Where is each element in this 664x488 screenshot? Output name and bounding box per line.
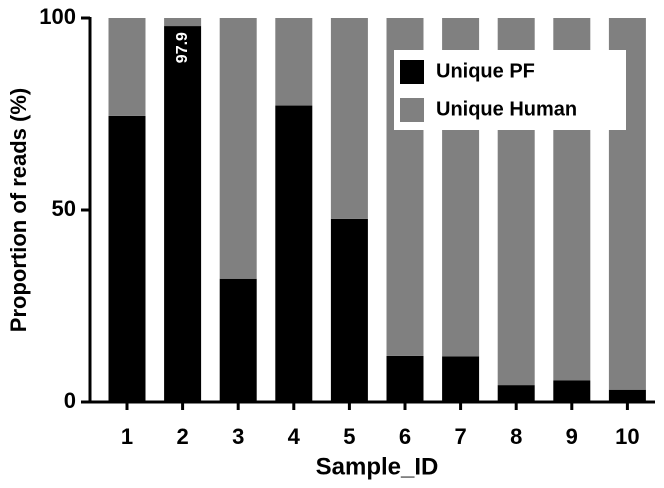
x-tick-label: 8: [510, 424, 522, 449]
y-axis-title: Proportion of reads (%): [6, 88, 31, 332]
bar-segment: [330, 218, 368, 402]
bar-segment: [442, 356, 480, 402]
bar-segment: [275, 18, 313, 106]
x-tick-label: 2: [176, 424, 188, 449]
legend-swatch: [400, 60, 424, 84]
x-tick-label: 7: [454, 424, 466, 449]
y-tick-label: 0: [64, 388, 76, 413]
y-tick-label: 100: [39, 4, 76, 29]
x-tick-label: 3: [232, 424, 244, 449]
bar-segment: [553, 380, 591, 402]
data-label: 97.9: [174, 32, 191, 63]
bar-segment: [219, 18, 257, 279]
x-tick-label: 10: [615, 424, 639, 449]
bar-segment: [330, 18, 368, 219]
x-tick-label: 4: [288, 424, 301, 449]
bar-segment: [608, 389, 646, 402]
bar-segment: [108, 18, 146, 116]
bar-segment: [108, 115, 146, 403]
x-tick-label: 9: [566, 424, 578, 449]
x-tick-label: 1: [121, 424, 133, 449]
y-tick-label: 50: [52, 196, 76, 221]
bar-segment: [164, 26, 202, 403]
x-axis-title: Sample_ID: [316, 453, 439, 480]
legend-swatch: [400, 98, 424, 122]
legend-label: Unique Human: [436, 98, 577, 120]
bar-segment: [497, 385, 535, 402]
x-tick-label: 6: [399, 424, 411, 449]
bar-segment: [275, 105, 313, 402]
legend-box: [394, 50, 626, 130]
bar-segment: [164, 18, 202, 27]
bar-segment: [219, 278, 257, 402]
bar-segment: [386, 355, 424, 402]
legend-label: Unique PF: [436, 60, 535, 82]
x-tick-label: 5: [343, 424, 355, 449]
